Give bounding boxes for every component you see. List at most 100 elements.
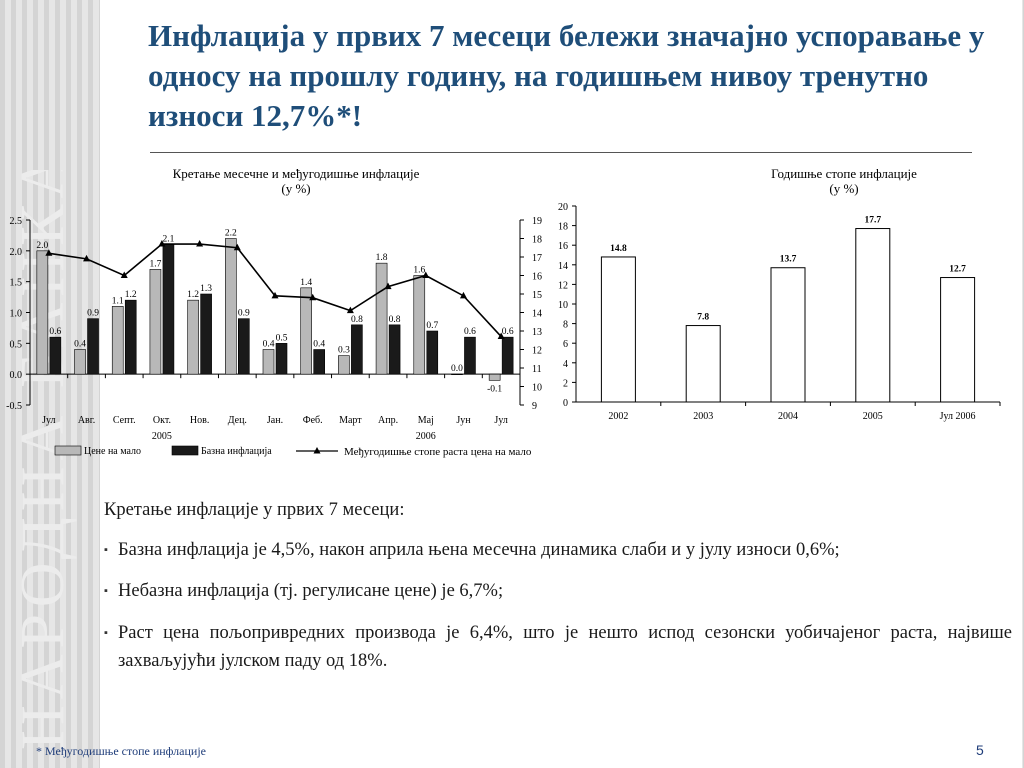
chart1-x-tick-label: Феб.: [303, 415, 323, 426]
retail-price-bar: [36, 250, 49, 375]
chart2-x-tick-label: 2004: [778, 411, 798, 422]
retail-price-value-label: 1.2: [187, 290, 199, 300]
retail-price-bar: [413, 275, 426, 375]
monthly-inflation-chart: -0.5 0.0 0.5 1.0 1.5 2.0 2.5 9 10 11 12 13 14 15 16 17 1…: [6, 216, 542, 458]
core-inflation-bar: [124, 299, 137, 375]
chart1-y2-tick-label: 19: [532, 216, 542, 227]
core-inflation-bar: [464, 336, 476, 375]
core-inflation-value-label: 0.6: [464, 327, 476, 337]
core-inflation-value-label: 0.6: [49, 327, 61, 337]
chart1-x-tick-label: Јул: [494, 415, 507, 426]
chart2-y-tick-label: 10: [558, 300, 568, 311]
core-inflation-bar: [162, 244, 175, 375]
core-inflation-value-label: 2.1: [162, 235, 174, 245]
retail-price-bar: [111, 306, 124, 375]
annual-inflation-chart: 0 2 4 6 8 10 12 14 16 18 20 2002 14.8 2003 7.8 2004 13.7…: [558, 202, 1001, 422]
chart1-y-tick-label: 2.5: [10, 216, 23, 227]
chart1-x-tick-label: Јул: [42, 415, 55, 426]
retail-price-value-label: 0.3: [338, 346, 350, 356]
chart1-x-tick-label: Нов.: [190, 415, 209, 426]
core-inflation-value-label: 0.5: [276, 333, 288, 343]
chart2-subtitle: (у %): [829, 181, 859, 196]
retail-price-bar: [262, 349, 275, 375]
core-inflation-bar: [426, 330, 439, 375]
annual-inflation-bar: [685, 325, 721, 403]
chart1-y-tick-label: 1.5: [10, 278, 23, 289]
legend-core-swatch: [171, 445, 199, 456]
bullet-text: Базна инфлација је 4,5%, након априла ње…: [118, 540, 840, 560]
core-inflation-bar: [501, 336, 514, 375]
footnote: * Међугодишње стопе инфлације: [36, 744, 206, 758]
core-inflation-bar: [87, 318, 99, 375]
chart1-y-tick-label: 1.0: [10, 309, 23, 320]
chart1-y2-tick-label: 14: [532, 309, 542, 320]
yoy-inflation-point: [158, 240, 166, 247]
chart1-x-tick-label: Јун: [456, 415, 471, 426]
retail-price-value-label: 0.4: [74, 340, 86, 350]
legend-core-label: Базна инфлација: [201, 446, 272, 457]
legend-yoy-marker: [313, 447, 321, 454]
retail-price-value-label: 1.6: [413, 266, 425, 276]
yoy-inflation-point: [346, 306, 354, 314]
core-inflation-value-label: 0.6: [502, 327, 514, 337]
chart1-y2-tick-label: 18: [532, 235, 542, 246]
yoy-inflation-point: [459, 291, 467, 299]
page-number: 5: [976, 742, 984, 758]
retail-price-bar: [451, 373, 463, 375]
chart1-x-tick-label: Септ.: [113, 415, 136, 426]
yoy-inflation-point: [196, 240, 204, 247]
chart1-x-tick-label: Јан.: [267, 415, 283, 426]
core-inflation-bar: [49, 336, 62, 375]
bullet-item: ▪ Базна инфлација је 4,5%, након априла …: [104, 536, 1012, 564]
retail-price-bar: [300, 287, 312, 375]
retail-price-bar: [149, 269, 162, 375]
chart2-y-tick-label: 6: [563, 339, 568, 350]
chart1-y-tick-label: -0.5: [6, 401, 22, 412]
annual-inflation-value-label: 14.8: [610, 244, 627, 254]
core-inflation-value-label: 0.4: [313, 340, 325, 350]
annual-inflation-value-label: 7.8: [697, 313, 709, 323]
chart2-y-tick-label: 12: [558, 280, 568, 291]
chart1-y2-tick-label: 15: [532, 290, 542, 301]
bullet-icon: ▪: [104, 544, 108, 556]
chart1-y-tick-label: 2.0: [10, 247, 23, 258]
bullet-item: ▪ Раст цена пољопривредних производа је …: [104, 619, 1012, 675]
legend-retail-swatch: [54, 445, 82, 456]
chart1-year-label: 2005: [152, 431, 172, 442]
legend-retail-label: Цене на мало: [84, 446, 141, 457]
annual-inflation-value-label: 17.7: [864, 216, 881, 226]
chart1-year-label: 2006: [416, 431, 436, 442]
chart1-y2-tick-label: 17: [532, 253, 542, 264]
chart1-subtitle: (у %): [281, 181, 311, 196]
chart2-y-tick-label: 2: [563, 378, 568, 389]
yoy-inflation-point: [271, 291, 279, 299]
bullet-text: Небазна инфлација (тј. регулисане цене) …: [118, 581, 504, 601]
chart1-x-tick-label: Мај: [418, 415, 434, 426]
yoy-inflation-point: [45, 249, 53, 256]
chart1-title-block: Кретање месечне и међугодишње инфлације …: [96, 166, 496, 196]
core-inflation-value-label: 0.8: [351, 315, 363, 325]
annual-inflation-value-label: 13.7: [780, 255, 797, 265]
yoy-inflation-point: [422, 271, 430, 278]
core-inflation-bar: [388, 324, 401, 375]
yoy-inflation-point: [233, 243, 241, 251]
chart2-title: Годишње стопе инфлације: [771, 166, 917, 181]
chart2-y-tick-label: 18: [558, 222, 568, 233]
intro-text: Кретање инфлације у првих 7 месеци:: [104, 500, 405, 520]
annual-inflation-bar: [600, 256, 636, 403]
chart1-x-tick-label: Авг.: [78, 415, 95, 426]
chart2-y-tick-label: 20: [558, 202, 568, 213]
core-inflation-value-label: 0.8: [389, 315, 401, 325]
yoy-inflation-point: [497, 332, 505, 340]
retail-price-value-label: 1.7: [149, 259, 161, 269]
retail-price-bar: [74, 349, 86, 375]
yoy-inflation-point: [309, 293, 317, 301]
slide-title: Инфлација у првих 7 месеци бележи значај…: [148, 18, 985, 133]
legend-yoy-label: Међугодишње стопе раста цена на мало: [344, 446, 532, 458]
retail-price-bar: [338, 355, 350, 375]
yoy-inflation-point: [384, 282, 392, 290]
chart1-y2-tick-label: 12: [532, 346, 542, 357]
retail-price-value-label: 2.0: [36, 241, 48, 251]
core-inflation-value-label: 0.9: [238, 309, 250, 319]
retail-price-bar: [225, 238, 237, 375]
